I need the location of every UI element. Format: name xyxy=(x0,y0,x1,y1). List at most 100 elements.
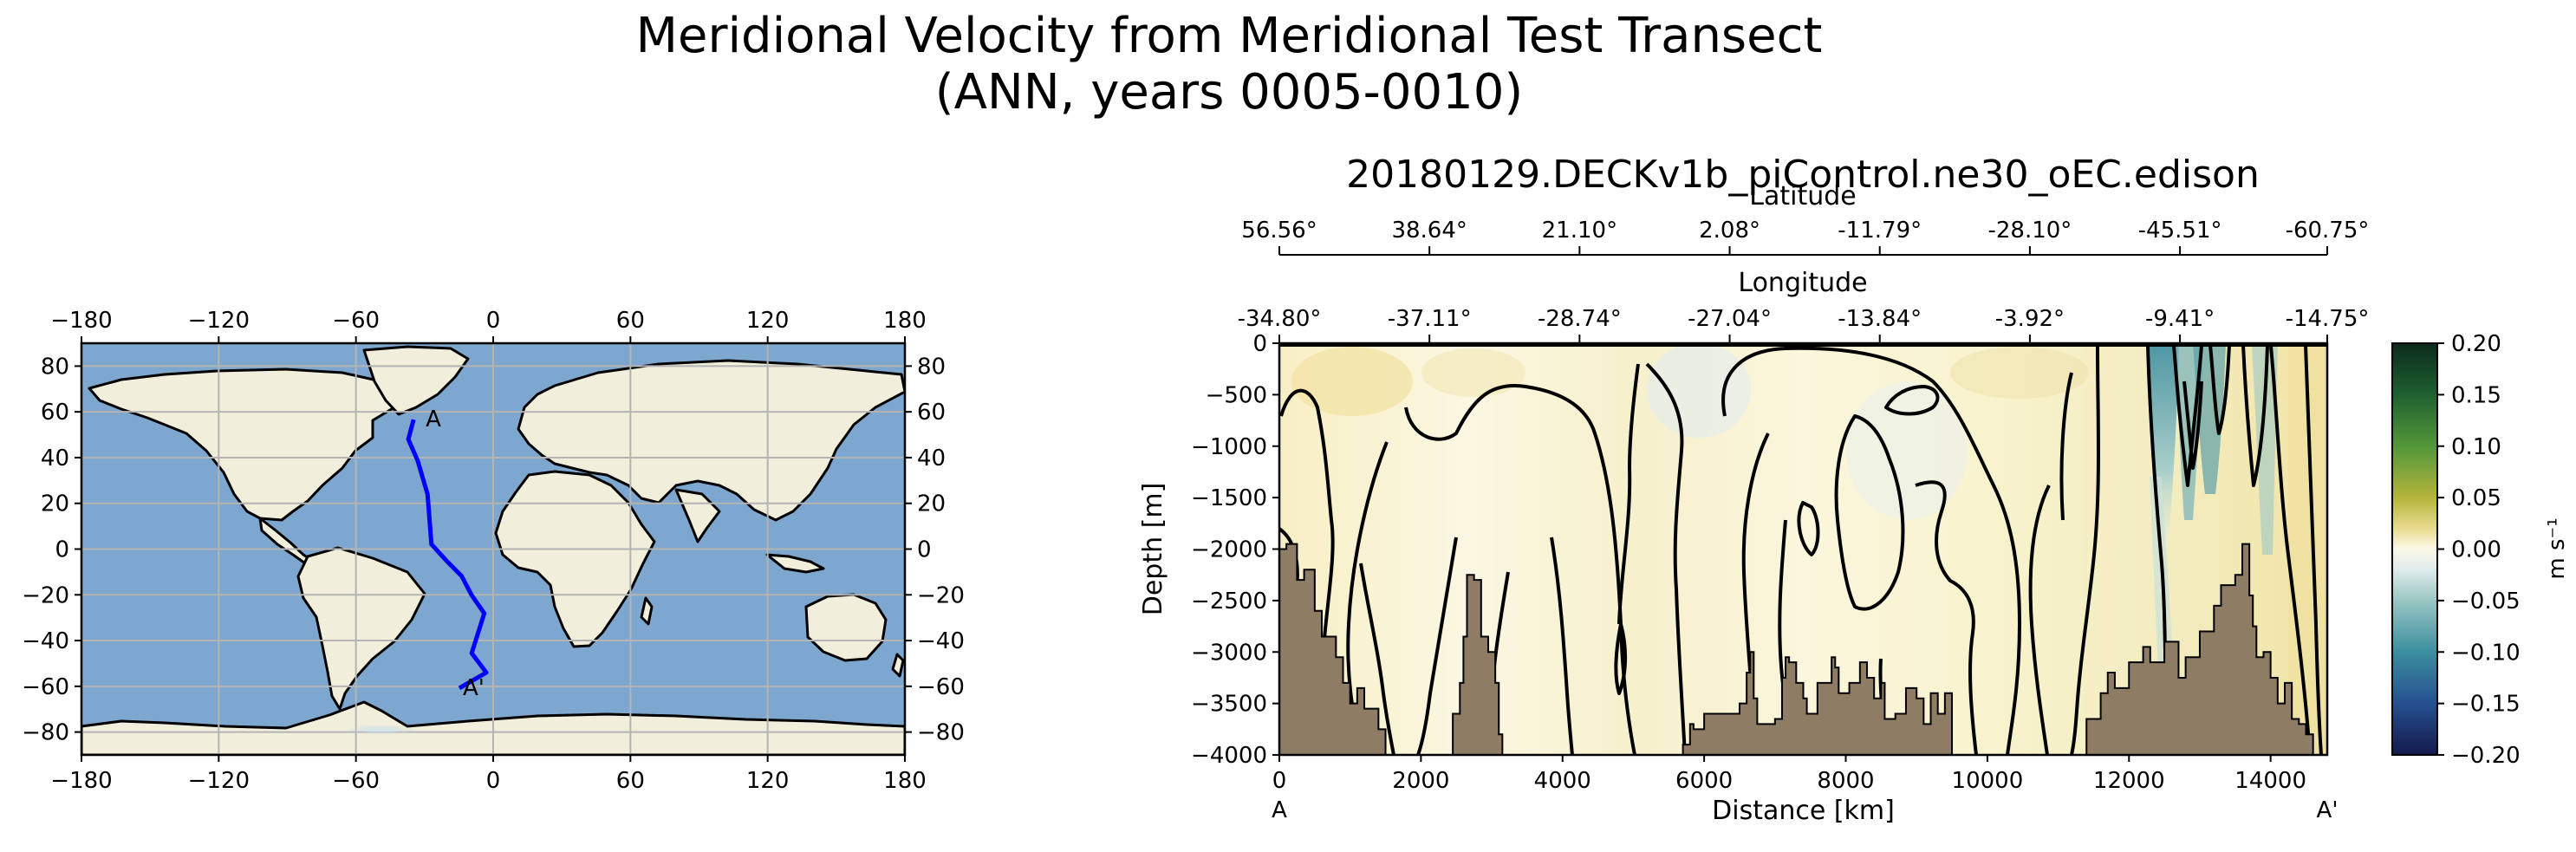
bathymetry xyxy=(1279,543,2327,755)
map-ytick-label-left: 20 xyxy=(41,491,69,517)
map-xtick-label-bottom: 180 xyxy=(883,768,927,794)
section-ytick-label: −1500 xyxy=(1191,485,1267,511)
latitude-axis-label: Latitude xyxy=(1749,181,1856,211)
map-landmasses xyxy=(81,345,905,755)
latitude-tick-label: 38.64° xyxy=(1391,218,1467,244)
map-xtick-label-bottom: −60 xyxy=(332,768,380,794)
land-greenland xyxy=(362,345,470,416)
section-xtick-label: 4000 xyxy=(1534,768,1591,794)
map-axes: −180 −180 −120 −120 −60 −60 0 0 60 60 120 120 180 180… xyxy=(22,308,965,794)
map-ytick-label-left: −20 xyxy=(22,582,69,608)
figure-title-line2: (ANN, years 0005-0010) xyxy=(935,64,1524,120)
longitude-tick-label: -3.92° xyxy=(1995,306,2065,332)
section-ytick-label: −2000 xyxy=(1191,537,1267,563)
colorbar-tick-label: −0.10 xyxy=(2451,640,2521,666)
velocity-section-panel: 20180129.DECKv1b_piControl.ne30_oEC.edis… xyxy=(1138,153,2369,826)
map-ytick-label-left: −60 xyxy=(22,674,69,700)
colorbar-tick-label: −0.15 xyxy=(2451,692,2521,718)
colorbar-tick-label: 0.00 xyxy=(2451,537,2501,563)
longitude-tick-label: -27.04° xyxy=(1688,306,1772,332)
map-xtick-label-top: −120 xyxy=(188,308,250,334)
section-xtick-label: 10000 xyxy=(1952,768,2024,794)
section-xtick-label: 8000 xyxy=(1817,768,1874,794)
map-xtick-label-top: 0 xyxy=(486,308,501,334)
latitude-tick-label: -11.79° xyxy=(1838,218,1922,244)
figure-title-line1: Meridional Velocity from Meridional Test… xyxy=(636,8,1823,64)
map-ytick-label-right: 60 xyxy=(917,400,946,426)
latitude-tick-label: -28.10° xyxy=(1987,218,2072,244)
colorbar-ticks: 0.20 0.15 0.10 0.05 0.00 −0.05 −0.10 −0.15 −0.20 xyxy=(2437,331,2521,769)
colorbar-label: m s⁻¹ xyxy=(2544,517,2570,579)
section-ytick-label: −3500 xyxy=(1191,692,1267,718)
map-ytick-label-left: 0 xyxy=(55,537,69,563)
map-xtick-label-bottom: 0 xyxy=(486,768,501,794)
section-xlabel: Distance [km] xyxy=(1712,796,1895,826)
map-ytick-label-left: 60 xyxy=(41,400,69,426)
map-ytick-label-right: 80 xyxy=(917,354,946,380)
longitude-tick-label: -28.74° xyxy=(1538,306,1622,332)
section-xtick-label: 12000 xyxy=(2093,768,2165,794)
map-ytick-label-right: −80 xyxy=(917,720,965,746)
latitude-tick-label: 21.10° xyxy=(1542,218,1617,244)
section-start-label: A xyxy=(1272,797,1287,823)
map-xtick-label-bottom: 120 xyxy=(746,768,790,794)
map-xtick-label-bottom: 60 xyxy=(616,768,645,794)
longitude-tick-label: -14.75° xyxy=(2286,306,2370,332)
map-ytick-label-right: 20 xyxy=(917,491,946,517)
map-xtick-label-top: 180 xyxy=(883,308,927,334)
map-ytick-label-right: −20 xyxy=(917,582,965,608)
map-xtick-label-top: −180 xyxy=(50,308,112,334)
section-ylabel: Depth [m] xyxy=(1138,483,1168,616)
transect-start-label: A xyxy=(426,406,441,433)
jet-1 xyxy=(2150,345,2179,555)
map-ytick-label-right: −40 xyxy=(917,628,965,654)
land-new-zealand xyxy=(891,653,905,678)
section-title: 20180129.DECKv1b_piControl.ne30_oEC.edis… xyxy=(1346,153,2260,197)
map-xtick-label-top: 120 xyxy=(746,308,790,334)
section-ytick-label: −500 xyxy=(1206,382,1267,408)
sea-ice-tint xyxy=(347,725,416,735)
map-ytick-label-left: −40 xyxy=(22,628,69,654)
longitude-tick-label: -34.80° xyxy=(1238,306,1322,332)
longitude-tick-label: -37.11° xyxy=(1388,306,1472,332)
section-xtick-label: 6000 xyxy=(1675,768,1733,794)
map-ytick-label-right: 0 xyxy=(917,537,932,563)
latitude-tick-label: -45.51° xyxy=(2138,218,2222,244)
section-xtick-label: 0 xyxy=(1272,768,1287,794)
section-ytick-label: −3000 xyxy=(1191,640,1267,666)
section-xtick-label: 2000 xyxy=(1392,768,1449,794)
section-ytick-label: 0 xyxy=(1252,331,1267,357)
latitude-tick-label: 2.08° xyxy=(1699,218,1760,244)
longitude-tick-label: -9.41° xyxy=(2145,306,2215,332)
map-gridlines xyxy=(81,343,905,755)
map-xtick-label-top: 60 xyxy=(616,308,645,334)
land-eurasia xyxy=(517,359,905,522)
land-north-america xyxy=(88,367,405,522)
map-xtick-label-bottom: −120 xyxy=(188,768,250,794)
colorbar: 0.20 0.15 0.10 0.05 0.00 −0.05 −0.10 −0.15 −0.20… xyxy=(2391,331,2570,769)
map-xtick-label-top: −60 xyxy=(332,308,380,334)
section-ytick-label: −4000 xyxy=(1191,743,1267,769)
land-africa xyxy=(494,470,656,648)
colorbar-tick-label: 0.20 xyxy=(2451,331,2501,357)
colorbar-tick-label: 0.10 xyxy=(2451,434,2501,460)
section-xtick-label: 14000 xyxy=(2234,768,2306,794)
section-ytick-label: −2500 xyxy=(1191,589,1267,615)
map-ytick-label-right: −60 xyxy=(917,674,965,700)
map-ytick-label-left: 80 xyxy=(41,354,69,380)
colorbar-tick-label: 0.05 xyxy=(2451,485,2501,511)
latitude-tick-label: 56.56° xyxy=(1241,218,1317,244)
jet-5 xyxy=(2252,345,2278,555)
latitude-tick-label: -60.75° xyxy=(2286,218,2370,244)
section-end-label: A' xyxy=(2317,797,2339,823)
colorbar-tick-label: −0.20 xyxy=(2451,743,2521,769)
transect-map-panel: A A' −180 −180 −120 −120 −60 −60 0 0 60 60 120 120 1… xyxy=(22,308,965,794)
colorbar-tick-label: 0.15 xyxy=(2451,382,2501,408)
map-ytick-label-left: −80 xyxy=(22,720,69,746)
map-ytick-label-left: 40 xyxy=(41,446,69,472)
colorbar-gradient xyxy=(2391,342,2438,756)
land-indonesia xyxy=(765,553,825,574)
transect-end-label: A' xyxy=(463,675,485,701)
longitude-axis: -34.80° -37.11° -28.74° -27.04° -13.84° -3.92… xyxy=(1238,306,2370,344)
